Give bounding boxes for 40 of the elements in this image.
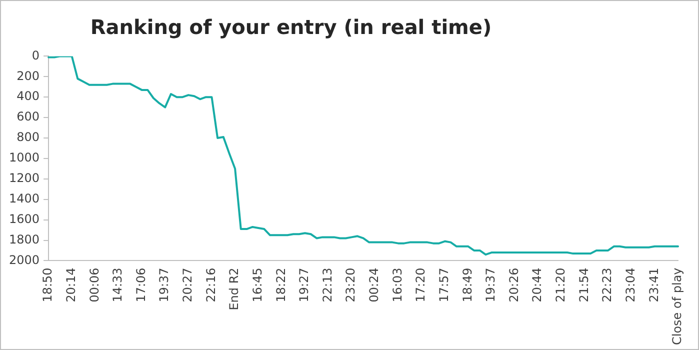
x-tick-label: 14:33	[110, 268, 125, 302]
x-tick-label: 23:41	[646, 268, 661, 302]
y-tick-label: 1800	[8, 232, 40, 246]
y-tick-label: 1400	[8, 191, 40, 206]
x-tick-label: 20:27	[180, 268, 195, 302]
x-tick-label: 19:27	[297, 268, 312, 302]
x-tick-label: 22:23	[600, 268, 614, 302]
x-tick-label: 17:57	[436, 268, 451, 302]
x-tick-label: 18:50	[40, 268, 55, 302]
y-tick-label: 200	[16, 68, 40, 83]
y-tick-label: 1000	[8, 150, 40, 165]
y-tick-label: 800	[16, 130, 40, 144]
x-tick-label: 22:13	[320, 268, 334, 302]
x-tick-label: 17:06	[134, 268, 148, 302]
x-tick-label: 19:37	[484, 268, 498, 302]
x-tick-label: 20:44	[530, 268, 544, 302]
x-tick-label: 20:26	[506, 268, 521, 302]
y-tick-label: 2000	[8, 252, 40, 267]
x-tick-label: 23:04	[624, 268, 638, 302]
x-tick-label: 22:16	[204, 268, 218, 302]
y-tick-label: 400	[16, 89, 40, 104]
x-tick-label: 21:20	[554, 268, 568, 302]
x-tick-label: 21:54	[576, 268, 591, 302]
x-tick-label: 18:49	[460, 268, 474, 302]
y-tick-label: 1600	[8, 212, 40, 226]
x-tick-label: 00:24	[367, 268, 382, 302]
x-tick-label: 16:03	[390, 268, 404, 302]
x-tick-label: 18:22	[274, 268, 288, 302]
y-tick-label: 1200	[8, 171, 40, 186]
x-tick-label: 20:14	[64, 268, 78, 302]
y-tick-label: 600	[16, 110, 40, 124]
y-tick-label: 0	[32, 48, 40, 62]
x-tick-label: 16:45	[250, 268, 264, 302]
x-tick-label: Close of play	[670, 268, 684, 346]
x-tick-label: End R2	[227, 268, 242, 310]
x-tick-label: 17:20	[414, 268, 428, 302]
x-tick-label: 00:06	[87, 268, 102, 302]
x-tick-label: 23:20	[344, 268, 358, 302]
x-tick-label: 19:37	[157, 268, 172, 302]
chart-title: Ranking of your entry (in real time)	[89, 15, 493, 39]
